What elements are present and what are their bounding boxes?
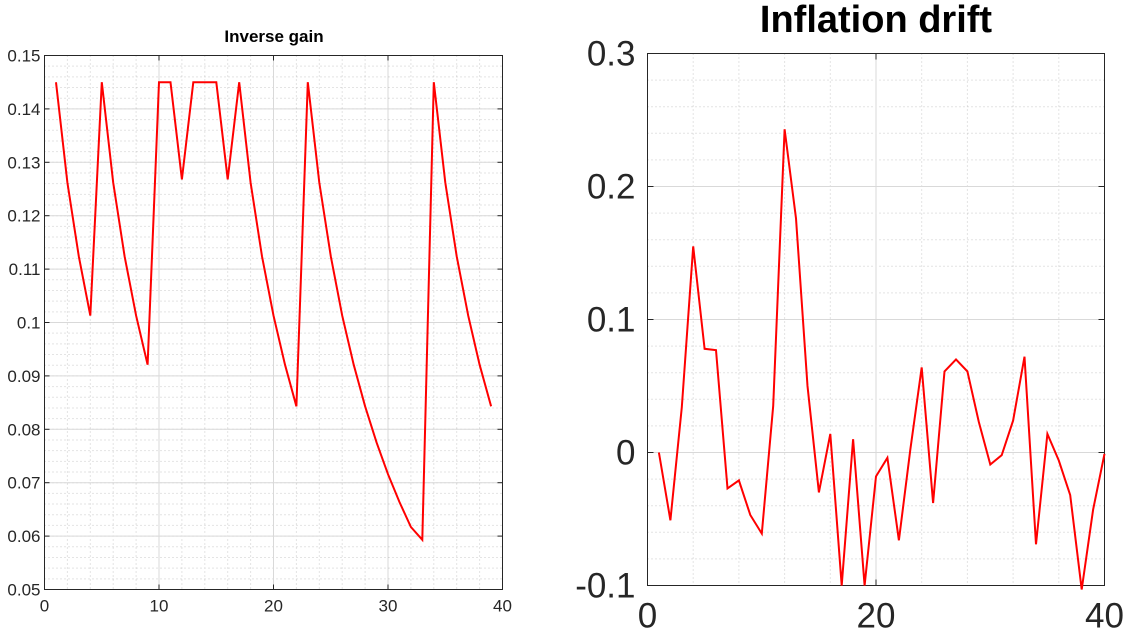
- inflation-drift-y-tick-label: 0.1: [587, 301, 636, 340]
- inverse-gain-y-tick-label: 0.14: [7, 100, 40, 119]
- inflation-drift-y-tick-label: 0.2: [587, 168, 636, 207]
- inflation-drift-y-tick-label: 0.3: [587, 35, 636, 74]
- inverse-gain-x-tick-label: 0: [40, 597, 49, 616]
- inflation-drift-x-tick-label: 20: [857, 597, 896, 636]
- inflation-drift-x-tick-label: 40: [1085, 597, 1124, 636]
- inflation-drift-y-tick-label: 0: [616, 434, 635, 473]
- inflation-drift-tick-labels: 0 20 40-0.100.10.20.3: [575, 35, 1124, 636]
- inverse-gain-y-tick-label: 0.11: [9, 260, 41, 279]
- inverse-gain-series: [55, 81, 493, 543]
- inverse-gain-y-tick-label: 0.1: [17, 314, 41, 333]
- inverse-gain-x-tick-label: 40: [493, 597, 512, 616]
- inverse-gain-tick-labels: 0 10 20 30 40 0.05 0.06 0.07 0.08 0.09 0.1 0.11 0.12…: [7, 47, 512, 616]
- inverse-gain-x-tick-label: 20: [264, 597, 283, 616]
- inverse-gain-x-tick-label: 10: [150, 597, 169, 616]
- inflation-drift-title: Inflation drift: [760, 0, 993, 41]
- inverse-gain-y-tick-label: 0.09: [7, 367, 40, 386]
- inverse-gain-y-tick-label: 0.13: [7, 153, 40, 172]
- inflation-drift-series-line: [657, 129, 1106, 590]
- inverse-gain-title: Inverse gain: [224, 27, 323, 46]
- inverse-gain-y-tick-label: 0.15: [7, 47, 40, 66]
- inverse-gain-y-tick-label: 0.08: [7, 420, 40, 439]
- inverse-gain-y-tick-label: 0.06: [7, 527, 40, 546]
- inverse-gain-plot: 0 10 20 30 40 0.05 0.06 0.07 0.08 0.09 0.1 0.11 0.12…: [7, 27, 512, 616]
- inflation-drift-x-tick-label: 0: [638, 597, 657, 636]
- inverse-gain-x-tick-label: 30: [379, 597, 398, 616]
- inverse-gain-y-tick-label: 0.05: [7, 581, 40, 600]
- inflation-drift-grid: [647, 53, 1105, 586]
- inverse-gain-y-tick-label: 0.12: [7, 207, 40, 226]
- inverse-gain-grid: [44, 55, 503, 590]
- inverse-gain-series-line: [55, 81, 493, 543]
- inflation-drift-plot: 0 20 40-0.100.10.20.3 Inflation drift: [575, 0, 1124, 636]
- inflation-drift-y-tick-label: -0.1: [575, 567, 635, 606]
- inflation-drift-series: [657, 129, 1106, 590]
- inverse-gain-y-tick-label: 0.07: [7, 474, 40, 493]
